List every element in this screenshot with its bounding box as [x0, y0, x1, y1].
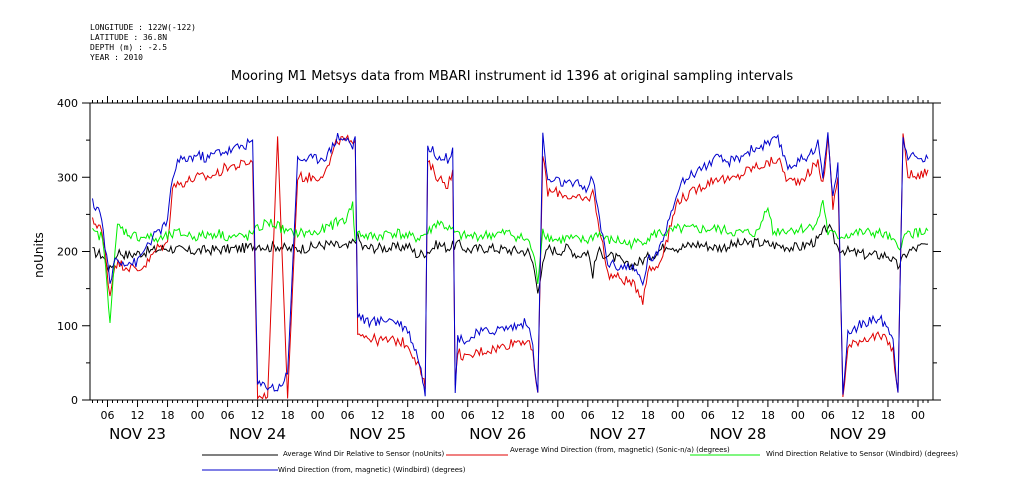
x-tick-label: 12 [251, 409, 265, 422]
x-tick-label: 00 [311, 409, 325, 422]
legend-label-4: Wind Direction (from, magnetic) (Windbir… [278, 466, 466, 474]
plot-frame [89, 102, 934, 401]
series-line-1 [92, 223, 929, 294]
y-tick-label: 400 [57, 97, 78, 110]
y-tick-label: 300 [57, 171, 78, 184]
x-tick-label: 18 [761, 409, 775, 422]
x-tick-label: 00 [551, 409, 565, 422]
x-date-label: NOV 26 [469, 425, 526, 443]
x-tick-label: 06 [221, 409, 235, 422]
x-tick-label: 06 [701, 409, 715, 422]
x-tick-label: 12 [731, 409, 745, 422]
header-longitude: LONGITUDE : 122W(-122) [90, 23, 196, 32]
x-tick-label: 06 [581, 409, 595, 422]
x-date-label: NOV 25 [349, 425, 406, 443]
y-tick-label: 0 [71, 394, 78, 407]
axes: 0 100 200 300 400 06 12 18 00 06 12 18 00 06 12 18 00 06 1… [57, 96, 941, 443]
x-date-label: NOV 29 [830, 425, 887, 443]
x-tick-label: 12 [611, 409, 625, 422]
x-tick-label: 00 [431, 409, 445, 422]
legend: Average Wind Dir Relative to Sensor (noU… [202, 446, 958, 474]
x-tick-label: 18 [281, 409, 295, 422]
series-line-3 [92, 199, 929, 324]
x-tick-label: 06 [821, 409, 835, 422]
x-tick-label: 12 [851, 409, 865, 422]
x-tick-label: 12 [371, 409, 385, 422]
x-date-label: NOV 23 [109, 425, 166, 443]
x-date-label: NOV 28 [709, 425, 766, 443]
x-tick-label: 06 [341, 409, 355, 422]
x-date-label: NOV 27 [589, 425, 646, 443]
x-tick-label: 12 [491, 409, 505, 422]
x-tick-label: 06 [461, 409, 475, 422]
y-axis-label: noUnits [32, 232, 46, 278]
y-tick-label: 100 [57, 320, 78, 333]
x-tick-label: 18 [881, 409, 895, 422]
x-date-label: NOV 24 [229, 425, 286, 443]
x-tick-label: 18 [161, 409, 175, 422]
series-group [92, 132, 929, 401]
x-tick-label: 18 [641, 409, 655, 422]
x-tick-label: 18 [401, 409, 415, 422]
x-tick-label: 00 [791, 409, 805, 422]
x-tick-label: 18 [521, 409, 535, 422]
x-tick-label: 12 [131, 409, 145, 422]
legend-label-3: Wind Direction Relative to Sensor (Windb… [766, 450, 958, 458]
legend-label-2: Average Wind Direction (from, magnetic) … [510, 446, 730, 454]
series-line-2 [92, 133, 929, 401]
header-depth: DEPTH (m) : -2.5 [90, 43, 167, 52]
x-tick-label: 06 [101, 409, 115, 422]
y-tick-label: 200 [57, 246, 78, 259]
header-year: YEAR : 2010 [90, 53, 143, 62]
x-tick-label: 00 [191, 409, 205, 422]
x-tick-label: 00 [911, 409, 925, 422]
header-latitude: LATITUDE : 36.8N [90, 33, 167, 42]
legend-label-1: Average Wind Dir Relative to Sensor (noU… [283, 450, 444, 458]
series-line-4 [92, 132, 929, 397]
chart-title: Mooring M1 Metsys data from MBARI instru… [231, 69, 793, 84]
x-tick-label: 00 [671, 409, 685, 422]
